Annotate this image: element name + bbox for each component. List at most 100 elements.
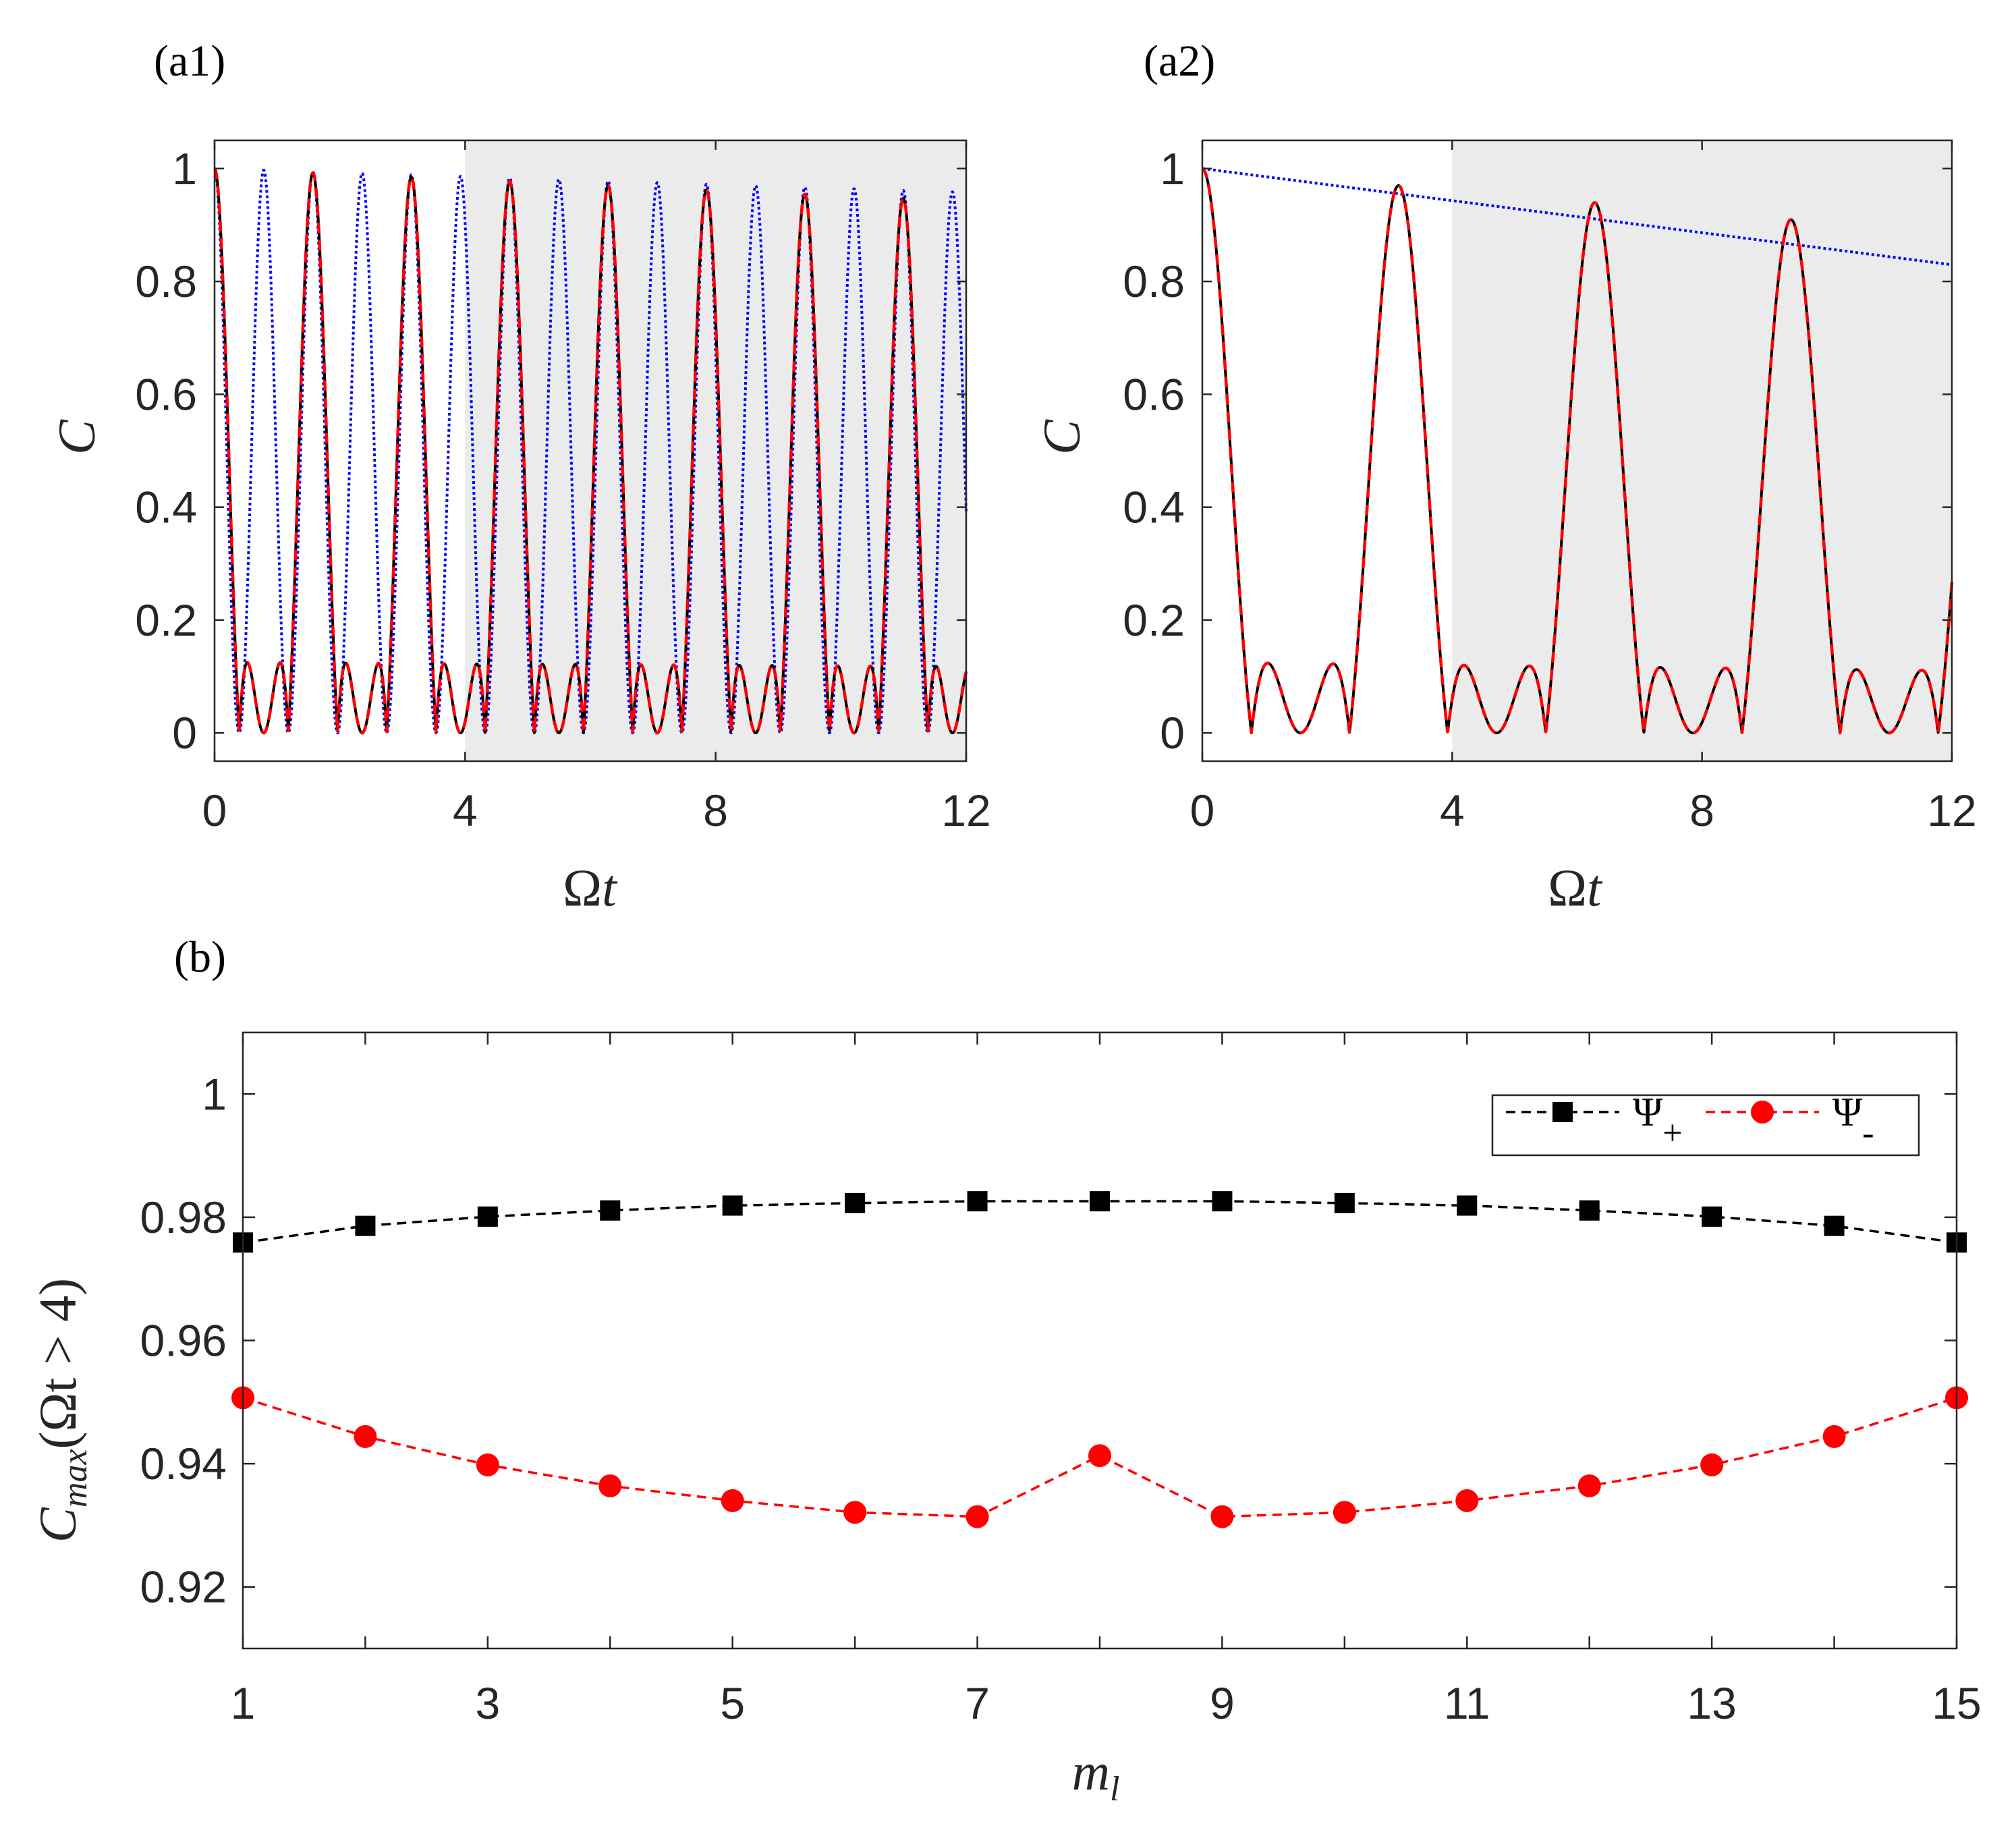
- a1-xlabel: Ωt: [563, 858, 618, 917]
- b-point-psi-minus: [1088, 1444, 1111, 1468]
- b-ticks: 1 3 5 7 9 11 13 150.920.940.960.981: [140, 1032, 1982, 1728]
- b-ylabel-c: C: [28, 1507, 87, 1543]
- b-ytick-label: 0.98: [140, 1192, 227, 1242]
- a2-ylabel: C: [1032, 419, 1091, 455]
- b-point-psi-plus: [1579, 1200, 1600, 1221]
- b-xlabel-sub: l: [1110, 1770, 1119, 1808]
- b-xtick-label: 1: [231, 1678, 256, 1728]
- b-xtick-label: 13: [1687, 1678, 1736, 1728]
- a2-lines: [1201, 167, 1954, 735]
- a1-xtick-label: 0: [202, 785, 227, 835]
- b-ytick-label: 0.96: [140, 1316, 227, 1366]
- panel-a2: (a2) 0 4 8 12 0 0.2 0.4 0.6 0.8 1 Ωt C: [1032, 36, 1977, 917]
- b-point-psi-plus: [1090, 1191, 1110, 1212]
- a2-shaded-region: [1452, 140, 1952, 761]
- b-lines: [231, 1191, 1968, 1528]
- b-ylabel: Cmax(Ωt > 4): [28, 1278, 94, 1543]
- a1-ytick-label: 0.2: [135, 595, 197, 645]
- b-xtick-label: 3: [475, 1678, 500, 1728]
- b-point-psi-minus: [354, 1424, 377, 1448]
- a1-xlabel-t: t: [602, 858, 618, 917]
- a1-ylabel: C: [47, 419, 106, 455]
- a1-series-blue-dotted: [213, 167, 968, 735]
- a2-xtick-label: 8: [1689, 785, 1714, 835]
- b-point-psi-minus: [476, 1453, 499, 1476]
- a2-series-black-solid: [1201, 167, 1953, 735]
- b-point-psi-minus: [721, 1489, 744, 1512]
- b-xlabel-m: m: [1072, 1742, 1110, 1801]
- a1-xtick-label: 4: [453, 785, 478, 835]
- b-point-psi-minus: [598, 1474, 622, 1497]
- panel-b-label: (b): [174, 933, 226, 982]
- a2-ytick-label: 0.2: [1123, 595, 1185, 645]
- legend-psi-minus-label: Ψ-: [1832, 1090, 1874, 1153]
- b-xtick-label: 7: [965, 1678, 990, 1728]
- b-point-psi-plus: [845, 1192, 866, 1213]
- b-point-psi-plus: [967, 1191, 988, 1212]
- a1-xtick-label: 8: [703, 785, 728, 835]
- a2-ytick-label: 0: [1160, 708, 1185, 758]
- a1-lines: [213, 167, 968, 735]
- b-point-psi-plus: [600, 1200, 621, 1221]
- a2-ytick-label: 1: [1160, 144, 1185, 194]
- b-xtick-label: 9: [1210, 1678, 1235, 1728]
- legend-psi-minus-main: Ψ: [1832, 1090, 1863, 1134]
- a1-ticks: 0 4 8 12 0 0.2 0.4 0.6 0.8 1: [135, 140, 991, 835]
- a2-ticks: 0 4 8 12 0 0.2 0.4 0.6 0.8 1: [1123, 140, 1977, 835]
- b-point-psi-minus: [1822, 1424, 1846, 1448]
- b-point-psi-plus: [1457, 1195, 1478, 1216]
- legend-psi-minus-sub: -: [1862, 1114, 1874, 1153]
- a1-ytick-label: 0: [172, 708, 197, 758]
- b-ylabel-paren: (Ωt > 4): [28, 1278, 87, 1449]
- legend-psi-minus-marker: [1751, 1101, 1774, 1124]
- b-point-psi-minus: [843, 1501, 867, 1524]
- panel-a2-label: (a2): [1144, 36, 1215, 86]
- legend-psi-plus-main: Ψ: [1633, 1090, 1663, 1134]
- legend-psi-plus-sub: +: [1662, 1114, 1682, 1153]
- a1-ytick-label: 0.6: [135, 369, 197, 419]
- panel-a1: (a1) 0 4 8 12 0 0.2 0.4 0.6 0.8 1 Ωt C: [47, 36, 991, 917]
- b-xtick-label: 11: [1444, 1678, 1490, 1728]
- b-xtick-label: 5: [720, 1678, 745, 1728]
- a1-ytick-label: 0.4: [135, 482, 197, 532]
- a2-xlabel-omega: Ω: [1548, 858, 1587, 917]
- b-point-psi-minus: [1210, 1505, 1234, 1528]
- b-point-psi-minus: [965, 1505, 989, 1528]
- a1-series-red-dashed: [213, 167, 968, 735]
- a1-axes-frame: [213, 139, 968, 763]
- b-point-psi-plus: [1702, 1206, 1723, 1227]
- b-point-psi-plus: [355, 1215, 376, 1236]
- a2-xtick-label: 0: [1190, 785, 1215, 835]
- a2-series-blue-dotted: [1201, 167, 1953, 267]
- b-point-psi-minus: [1577, 1474, 1601, 1497]
- a2-xtick-label: 4: [1440, 785, 1465, 835]
- b-point-psi-plus: [722, 1195, 743, 1216]
- b-series-line-psi-minus: [242, 1396, 1957, 1518]
- a1-ytick-label: 1: [172, 144, 197, 194]
- legend-psi-plus-label: Ψ+: [1633, 1090, 1683, 1153]
- a2-axes-frame: [1201, 139, 1953, 763]
- b-ytick-label: 0.92: [140, 1562, 227, 1612]
- b-point-psi-minus: [1455, 1489, 1479, 1512]
- b-xtick-label: 15: [1932, 1678, 1981, 1728]
- a2-ytick-label: 0.8: [1123, 256, 1185, 306]
- a2-xlabel: Ωt: [1548, 858, 1603, 917]
- b-legend: Ψ+ Ψ-: [1491, 1090, 1920, 1157]
- b-point-psi-minus: [1333, 1501, 1356, 1524]
- a2-xlabel-t: t: [1587, 858, 1603, 917]
- b-point-psi-minus: [1700, 1453, 1724, 1476]
- a1-xlabel-omega: Ω: [563, 858, 602, 917]
- legend-psi-plus-marker: [1552, 1102, 1573, 1122]
- a1-xtick-label: 12: [941, 785, 990, 835]
- b-xlabel: ml: [1072, 1742, 1120, 1808]
- a2-ytick-label: 0.6: [1123, 369, 1185, 419]
- b-point-psi-plus: [1334, 1192, 1355, 1213]
- b-point-psi-plus: [1212, 1191, 1233, 1212]
- a1-ytick-label: 0.8: [135, 256, 197, 306]
- a2-ytick-label: 0.4: [1123, 482, 1185, 532]
- b-point-psi-plus: [477, 1206, 498, 1227]
- panel-b: (b) 1 3 5 7 9 11 13 150.920.940.960.981 ml Cmax…: [28, 933, 1982, 1808]
- b-ytick-label: 0.94: [140, 1439, 227, 1489]
- a2-xtick-label: 12: [1927, 785, 1976, 835]
